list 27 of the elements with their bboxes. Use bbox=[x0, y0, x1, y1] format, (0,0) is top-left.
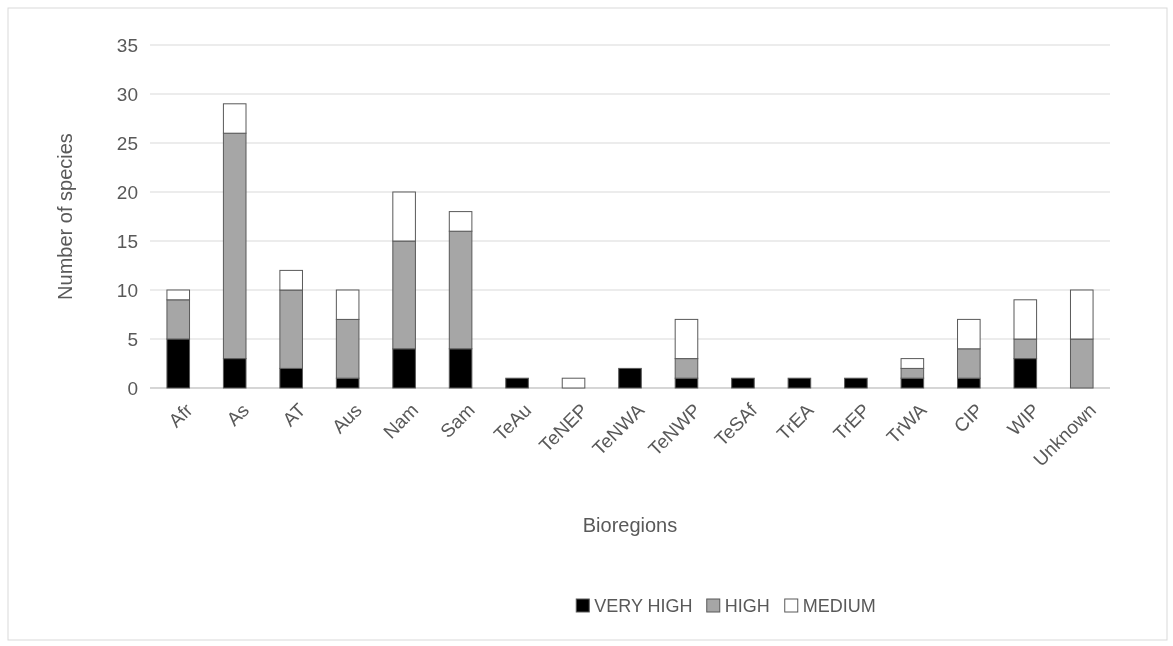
y-tick-label: 0 bbox=[127, 377, 138, 399]
x-tick-label: Sam bbox=[436, 399, 479, 442]
y-tick-label: 25 bbox=[116, 132, 138, 154]
x-tick-label: Afr bbox=[164, 398, 197, 432]
bar bbox=[844, 377, 868, 389]
x-tick-label: As bbox=[222, 399, 253, 430]
bar bbox=[561, 377, 586, 389]
legend-label: HIGH bbox=[724, 596, 770, 617]
y-tick-label: 35 bbox=[116, 34, 138, 56]
y-tick-label: 15 bbox=[116, 230, 138, 252]
y-tick-label: 30 bbox=[116, 83, 138, 105]
legend-label: VERY HIGH bbox=[594, 596, 693, 617]
bar bbox=[618, 367, 642, 389]
y-tick-label: 5 bbox=[127, 328, 138, 350]
x-tick-label: CIP bbox=[949, 399, 988, 437]
bar bbox=[505, 377, 529, 389]
y-tick-label: 20 bbox=[116, 181, 138, 203]
x-tick-label: TrEA bbox=[772, 399, 818, 445]
x-tick-label: WIP bbox=[1003, 399, 1044, 440]
x-axis-title: Bioregions bbox=[582, 514, 678, 536]
y-tick-label: 10 bbox=[116, 279, 138, 301]
y-axis-title: Number of species bbox=[54, 133, 76, 300]
legend-label: MEDIUM bbox=[802, 596, 876, 617]
x-tick-label: Aus bbox=[327, 399, 366, 438]
x-tick-label: AT bbox=[278, 399, 310, 431]
bar bbox=[787, 377, 812, 389]
bar bbox=[731, 377, 755, 389]
